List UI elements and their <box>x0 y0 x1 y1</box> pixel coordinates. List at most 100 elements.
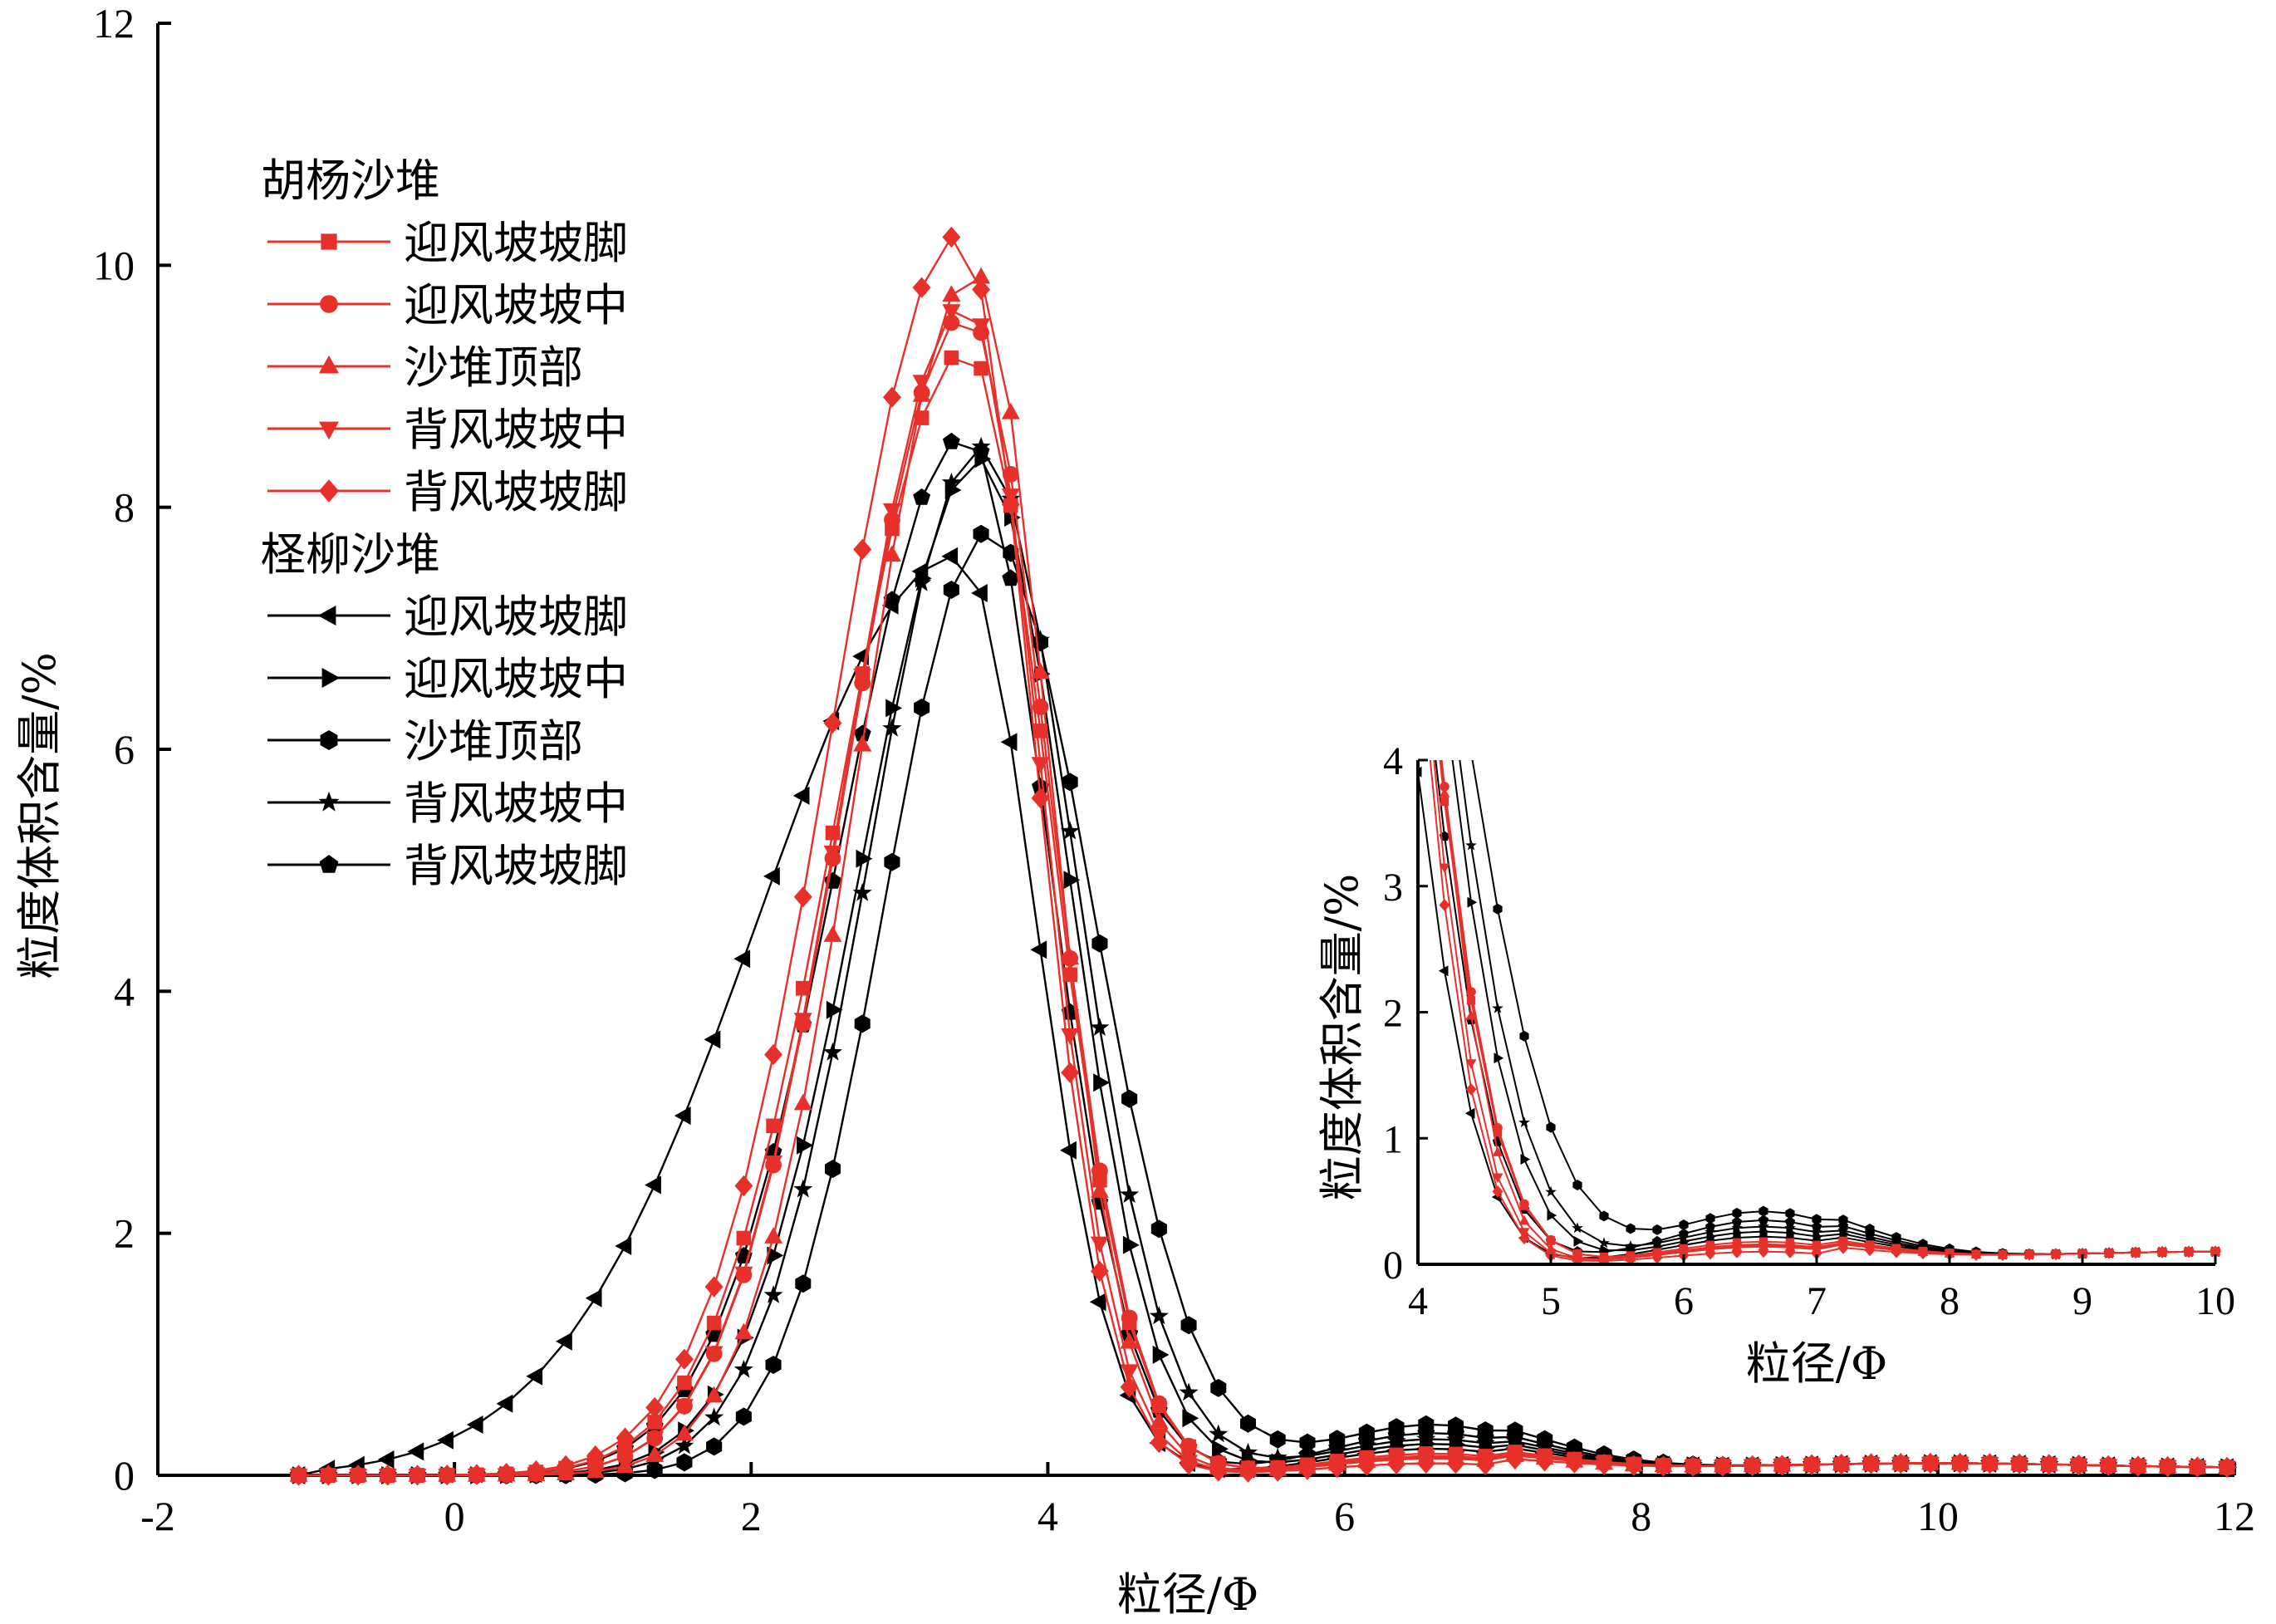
data-point <box>1001 493 1020 515</box>
data-point <box>825 1160 841 1179</box>
data-point <box>885 699 902 718</box>
data-point <box>349 1465 368 1486</box>
y-tick-label: 4 <box>114 968 135 1014</box>
data-point <box>1328 1438 1346 1455</box>
data-point <box>1891 1453 1911 1474</box>
inset-y-tick-label: 0 <box>1383 1244 1403 1288</box>
inset-data-point <box>1812 1214 1822 1225</box>
data-point <box>914 698 930 717</box>
legend-group-title: 柽柳沙堆 <box>261 528 440 581</box>
data-point <box>289 1465 308 1486</box>
data-point <box>2128 1455 2147 1477</box>
data-point <box>1417 1424 1435 1440</box>
series-胡杨沙堆-背风坡坡脚 <box>289 226 2237 1486</box>
x-tick-label: 8 <box>1631 1493 1651 1539</box>
data-point <box>1416 1452 1435 1474</box>
data-point <box>706 1315 722 1331</box>
data-point <box>1447 1425 1464 1442</box>
y-axis-title: 粒度体积含量/% <box>13 652 66 979</box>
inset-data-point <box>2183 1245 2195 1258</box>
inset-y-tick-label: 2 <box>1383 992 1403 1036</box>
data-point <box>1091 934 1108 953</box>
data-point <box>1773 1455 1792 1476</box>
data-point <box>1061 948 1080 965</box>
data-point <box>884 852 900 871</box>
data-point <box>793 1093 812 1111</box>
data-point <box>676 1453 693 1472</box>
inset-data-point <box>1678 1228 1690 1239</box>
data-point <box>882 503 901 520</box>
data-point <box>797 1136 813 1155</box>
x-axis-title: 粒径/Φ <box>1117 1568 1258 1621</box>
data-point <box>585 1288 602 1308</box>
inset-data-point <box>1811 1247 1822 1260</box>
legend-label: 迎风坡坡中 <box>404 279 628 331</box>
legend-label: 沙堆顶部 <box>404 341 583 394</box>
legend-item: 背风坡坡脚 <box>267 840 628 892</box>
inset-data-point <box>1917 1247 1929 1260</box>
data-point <box>972 442 990 459</box>
data-point <box>1327 1456 1346 1479</box>
inset-plot: 4 5 6 7 8 9 10 0 1 2 3 4 粒径/Φ 粒度体积含量/% <box>1316 739 2235 1390</box>
inset-data-point <box>1837 1220 1849 1231</box>
legend-marker <box>320 295 338 313</box>
inset-data-point <box>1439 787 1450 797</box>
legend-item: 迎风坡坡脚 <box>267 217 628 269</box>
x-tick-label: -2 <box>140 1493 175 1539</box>
inset-data-point <box>1652 1224 1662 1235</box>
data-point <box>793 886 812 908</box>
inset-data-point <box>2050 1248 2062 1261</box>
data-point <box>1980 1453 1999 1474</box>
data-point <box>704 1276 724 1298</box>
legend-marker <box>317 606 336 626</box>
data-point <box>1743 1455 1762 1477</box>
y-tick-label: 2 <box>114 1210 135 1257</box>
data-point <box>437 1430 454 1450</box>
data-point <box>942 304 961 321</box>
data-point <box>467 1464 486 1485</box>
data-point <box>826 1000 843 1019</box>
data-point <box>793 1179 813 1198</box>
data-point <box>853 668 872 685</box>
data-point <box>586 1445 605 1467</box>
data-point <box>912 375 931 392</box>
data-point <box>1121 1089 1138 1108</box>
inset-data-point <box>1705 1213 1715 1224</box>
data-point <box>2158 1455 2177 1478</box>
data-point <box>1002 569 1020 586</box>
x-tick-label: 6 <box>1334 1493 1355 1539</box>
inset-data-point <box>1785 1208 1795 1219</box>
data-point <box>823 925 842 942</box>
legend-label: 背风坡坡中 <box>404 778 628 830</box>
data-point <box>1832 1453 1851 1475</box>
x-tick-label: 10 <box>1917 1493 1959 1539</box>
data-point <box>766 1118 781 1134</box>
data-point <box>792 786 810 805</box>
legend-marker <box>320 730 338 750</box>
data-point <box>1031 662 1050 679</box>
data-point <box>527 1460 546 1482</box>
inset-data-point <box>1731 1246 1743 1258</box>
data-point <box>557 1455 576 1477</box>
inset-data-point <box>1731 1216 1743 1227</box>
inset-data-point <box>1493 1123 1503 1133</box>
inset-data-point <box>1494 1052 1504 1064</box>
x-tick-label: 2 <box>741 1493 762 1539</box>
data-point <box>765 1356 782 1374</box>
data-point <box>407 1442 424 1461</box>
data-point <box>852 882 872 901</box>
inset-data-point <box>1492 1173 1503 1184</box>
inset-x-tick-label: 4 <box>1408 1279 1428 1323</box>
data-point <box>1090 1260 1109 1282</box>
inset-data-point <box>1679 1219 1689 1230</box>
data-point <box>823 845 842 862</box>
data-point <box>882 545 901 562</box>
data-point <box>1713 1455 1732 1477</box>
data-point <box>971 584 988 602</box>
data-point <box>1090 1018 1110 1036</box>
legend-marker <box>319 355 339 374</box>
data-point <box>647 1415 663 1430</box>
data-point <box>736 1230 752 1246</box>
data-point <box>1179 1382 1199 1401</box>
